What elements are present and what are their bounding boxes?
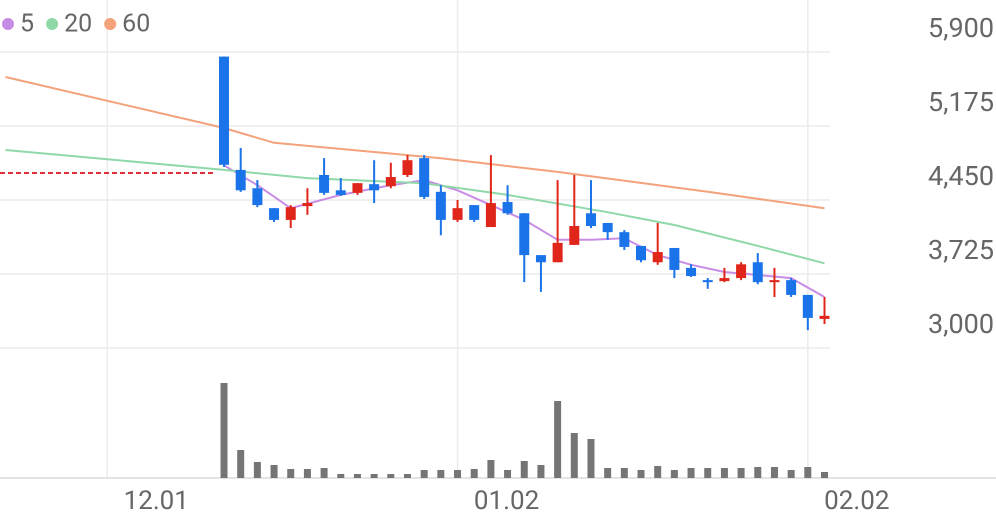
candle-body bbox=[319, 174, 330, 193]
volume-bar bbox=[654, 466, 662, 478]
volume-bar bbox=[737, 468, 745, 478]
candle-body bbox=[335, 190, 346, 195]
volume-bar bbox=[454, 470, 462, 478]
candle-body bbox=[769, 280, 780, 283]
candle-body bbox=[219, 56, 230, 165]
volume-bar bbox=[770, 467, 778, 478]
legend-label: 5 bbox=[20, 10, 34, 39]
volume-bar bbox=[820, 472, 828, 478]
candle-body bbox=[702, 280, 713, 283]
legend-dot bbox=[46, 18, 59, 30]
volume-bar bbox=[237, 450, 245, 478]
candle-body bbox=[802, 294, 813, 318]
volume-bar bbox=[787, 470, 795, 478]
volume-bar bbox=[220, 383, 228, 478]
volume-bar bbox=[620, 468, 628, 478]
volume-bar bbox=[687, 468, 695, 478]
candle-body bbox=[352, 183, 363, 193]
volume-bar bbox=[353, 474, 361, 478]
ma-line bbox=[5, 76, 825, 210]
volume-bar bbox=[587, 439, 595, 478]
candle-body bbox=[502, 202, 513, 214]
legend-dot bbox=[104, 18, 117, 30]
candle-body bbox=[385, 177, 396, 187]
volume-bar bbox=[637, 470, 645, 478]
x-tick-label: 01.02 bbox=[474, 486, 539, 516]
candle-body bbox=[602, 222, 613, 233]
candle-body bbox=[519, 213, 530, 256]
volume-bar bbox=[437, 470, 445, 478]
candle-body bbox=[636, 245, 647, 261]
volume-bar bbox=[704, 468, 712, 478]
ma-line bbox=[5, 149, 825, 265]
volume-bar bbox=[487, 460, 495, 478]
legend-label: 60 bbox=[122, 10, 150, 39]
y-tick-label: 5,900 bbox=[928, 12, 994, 44]
volume-bar bbox=[604, 468, 612, 478]
y-tick-label: 5,175 bbox=[928, 86, 994, 118]
candle-body bbox=[585, 213, 596, 227]
volume-bar bbox=[570, 433, 578, 478]
candle-body bbox=[752, 262, 763, 283]
volume-bar bbox=[754, 467, 762, 478]
candle-body bbox=[819, 315, 830, 319]
ma-line bbox=[223, 164, 825, 298]
candle-body bbox=[469, 205, 480, 220]
volume-bar bbox=[387, 474, 395, 478]
candle-body bbox=[686, 267, 697, 277]
volume-bar bbox=[403, 474, 411, 478]
y-tick-label: 4,450 bbox=[928, 160, 994, 192]
volume-bar bbox=[303, 469, 311, 478]
candle-body bbox=[535, 255, 546, 263]
x-tick-label: 12.01 bbox=[124, 486, 189, 516]
candle-body bbox=[369, 184, 380, 191]
candle-body bbox=[252, 188, 263, 206]
candle-body bbox=[652, 252, 663, 263]
candle-body bbox=[435, 191, 446, 220]
volume-bar bbox=[370, 474, 378, 478]
volume-bar bbox=[804, 467, 812, 478]
candle-body bbox=[719, 278, 730, 282]
volume-bar bbox=[420, 470, 428, 478]
y-tick-label: 3,725 bbox=[928, 234, 994, 266]
candle-body bbox=[402, 160, 413, 175]
candle-body bbox=[419, 158, 430, 197]
volume-bar bbox=[670, 470, 678, 478]
candle-body bbox=[552, 242, 563, 263]
volume-bar bbox=[337, 474, 345, 478]
volume-bar bbox=[520, 461, 528, 478]
volume-bar bbox=[253, 462, 261, 478]
candle-body bbox=[302, 203, 313, 207]
volume-bar bbox=[320, 468, 328, 478]
candle-body bbox=[269, 208, 280, 220]
volume-bar bbox=[287, 469, 295, 478]
volume-bar bbox=[270, 465, 278, 478]
volume-bar bbox=[720, 468, 728, 478]
candle-body bbox=[736, 264, 747, 279]
candle-body bbox=[235, 169, 246, 191]
volume-bar bbox=[554, 401, 562, 478]
candle-body bbox=[569, 226, 580, 245]
legend-label: 20 bbox=[64, 10, 92, 39]
candle-body bbox=[452, 208, 463, 220]
y-tick-label: 3,000 bbox=[928, 308, 994, 340]
volume-bar bbox=[537, 465, 545, 478]
legend-dot bbox=[2, 18, 14, 30]
volume-bar bbox=[470, 469, 478, 478]
volume-bar bbox=[504, 470, 512, 478]
candle-body bbox=[485, 203, 496, 228]
candle-body bbox=[786, 280, 797, 295]
candle-body bbox=[285, 207, 296, 220]
candle-body bbox=[619, 232, 630, 247]
x-tick-label: 02.02 bbox=[824, 486, 889, 516]
candle-body bbox=[669, 247, 680, 270]
